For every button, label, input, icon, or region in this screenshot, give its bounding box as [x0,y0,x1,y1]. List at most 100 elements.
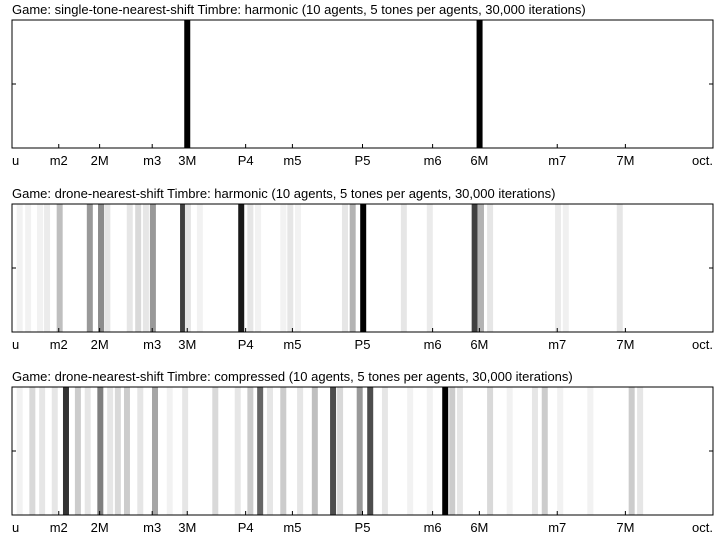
stripe [86,204,93,332]
x-tick-label: P4 [238,153,254,168]
stripe [400,204,407,332]
x-tick-label: m2 [50,520,68,535]
stripe [557,387,564,515]
x-tick-label: oct. [692,337,713,352]
stripe [126,204,133,332]
stripe [280,387,287,515]
stripe [62,387,69,515]
x-tick-label: m6 [424,520,442,535]
x-tick-label: 2M [91,520,109,535]
x-tick-label: m5 [283,520,301,535]
x-tick-label: oct. [692,153,713,168]
stripe [51,387,58,515]
stripe [562,204,569,332]
stripe [137,387,144,515]
x-tick-label: m7 [548,520,566,535]
stripe [487,204,494,332]
x-tick-label: m6 [424,153,442,168]
x-tick-label: 7M [616,153,634,168]
stripe [367,387,374,515]
stripe [107,387,114,515]
stripe [184,20,191,148]
stripe [637,387,644,515]
stripe [166,387,173,515]
stripe [37,204,44,332]
chart-title: Game: drone-nearest-shift Timbre: compre… [12,369,573,384]
stripe [16,204,23,332]
stripe [266,387,273,515]
stripe [97,387,104,515]
x-tick-label: 6M [470,520,488,535]
x-tick-label: 6M [470,337,488,352]
chart-title: Game: single-tone-nearest-shift Timbre: … [12,2,586,17]
x-tick-label: 2M [91,337,109,352]
x-tick-label: m6 [424,337,442,352]
stripe [426,387,433,515]
stripe [44,204,51,332]
stripe [297,387,304,515]
stripe [247,387,254,515]
x-tick-label: m5 [283,337,301,352]
x-tick-label: 3M [178,520,196,535]
stripe [541,387,548,515]
stripe [255,204,262,332]
x-tick-label: m3 [143,337,161,352]
stripe [56,204,63,332]
stripe [287,204,294,332]
stripe [295,204,302,332]
stripe [471,204,478,332]
x-tick-label: 6M [470,153,488,168]
stripe [142,204,149,332]
stripe [360,204,367,332]
stripe [238,204,245,332]
stripe [442,387,449,515]
stripe [506,387,513,515]
x-tick-label: m5 [283,153,301,168]
stripe [25,204,32,332]
chart-title: Game: drone-nearest-shift Timbre: harmon… [12,186,555,201]
stripe [330,387,337,515]
stripe [84,387,91,515]
stripe [616,204,623,332]
stripe [104,204,111,332]
stripe [247,204,254,332]
stripe [280,204,287,332]
stripe [212,387,219,515]
x-tick-label: u [12,520,19,535]
stripe [349,204,356,332]
stripe [149,204,156,332]
stripe [341,204,348,332]
stripe [587,387,594,515]
plot-frame [11,19,714,149]
stripe [487,387,494,515]
x-tick-label: P5 [355,337,371,352]
stripe [123,387,130,515]
stripe [39,387,46,515]
x-tick-label: u [12,153,19,168]
stripe [74,387,81,515]
x-tick-label: P5 [355,520,371,535]
x-tick-label: m2 [50,337,68,352]
x-tick-label: 3M [178,337,196,352]
x-tick-label: m3 [143,520,161,535]
x-tick-label: oct. [692,520,713,535]
stripe [234,387,241,515]
x-tick-label: 7M [616,337,634,352]
x-tick-label: 7M [616,520,634,535]
stripe [152,387,159,515]
stripe [555,204,562,332]
stripe [628,387,635,515]
x-tick-label: m2 [50,153,68,168]
x-tick-label: P4 [238,337,254,352]
stripe [476,20,483,148]
stripe [311,387,318,515]
stripe [426,204,433,332]
stripe [449,387,456,515]
x-tick-label: P5 [355,153,371,168]
stripe [407,387,414,515]
x-tick-label: u [12,337,19,352]
x-tick-label: m3 [143,153,161,168]
stripe [381,387,388,515]
stripe [184,204,191,332]
